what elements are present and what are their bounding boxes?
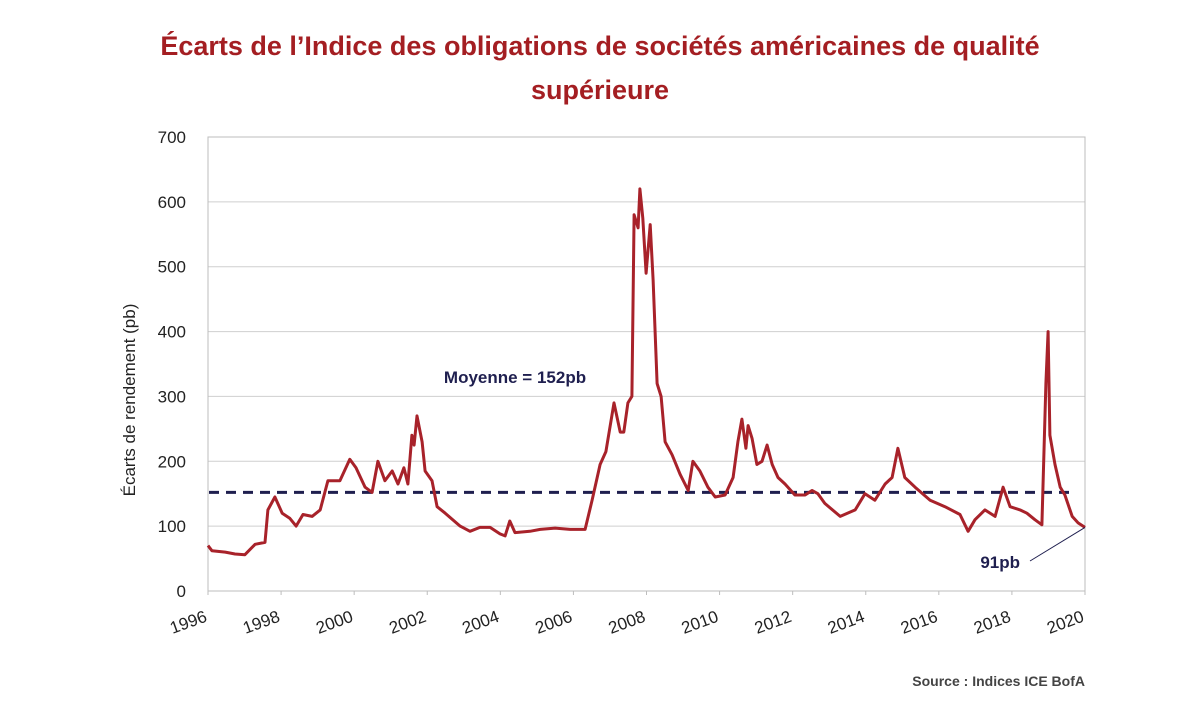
x-tick-label: 2018 <box>971 607 1013 638</box>
x-tick-label: 2000 <box>313 607 355 638</box>
y-tick-label: 500 <box>158 258 186 277</box>
y-tick-label: 300 <box>158 387 186 406</box>
end-leader <box>1029 527 1086 562</box>
y-axis-label: Écarts de rendement (pb) <box>120 304 139 497</box>
x-tick-label: 2016 <box>898 607 940 638</box>
y-tick-label: 0 <box>177 582 186 601</box>
x-tick-label: 2010 <box>679 607 721 638</box>
series-line <box>206 187 1086 557</box>
x-tick-label: 1996 <box>167 607 209 638</box>
y-tick-label: 400 <box>158 323 186 342</box>
end-label: 91pb <box>980 553 1020 572</box>
y-tick-label: 100 <box>158 517 186 536</box>
source: Source : Indices ICE BofA <box>912 673 1085 689</box>
y-tick-label: 600 <box>158 193 186 212</box>
x-tick-label: 2002 <box>387 607 429 638</box>
x-tick-label: 2006 <box>533 607 575 638</box>
chart-title: Écarts de l’Indice des obligations de so… <box>160 31 1040 105</box>
x-tick-label: 1998 <box>240 607 282 638</box>
y-tick-label: 200 <box>158 452 186 471</box>
y-tick-label: 700 <box>158 128 186 147</box>
plot-frame <box>207 136 1086 592</box>
x-tick-label: 2014 <box>825 607 867 638</box>
x-tick-label: 2008 <box>606 607 648 638</box>
mean-label: Moyenne = 152pb <box>444 368 586 387</box>
x-tick-label: 2012 <box>752 607 794 638</box>
x-tick-label: 2004 <box>460 607 502 638</box>
x-tick-label: 2020 <box>1044 607 1086 638</box>
